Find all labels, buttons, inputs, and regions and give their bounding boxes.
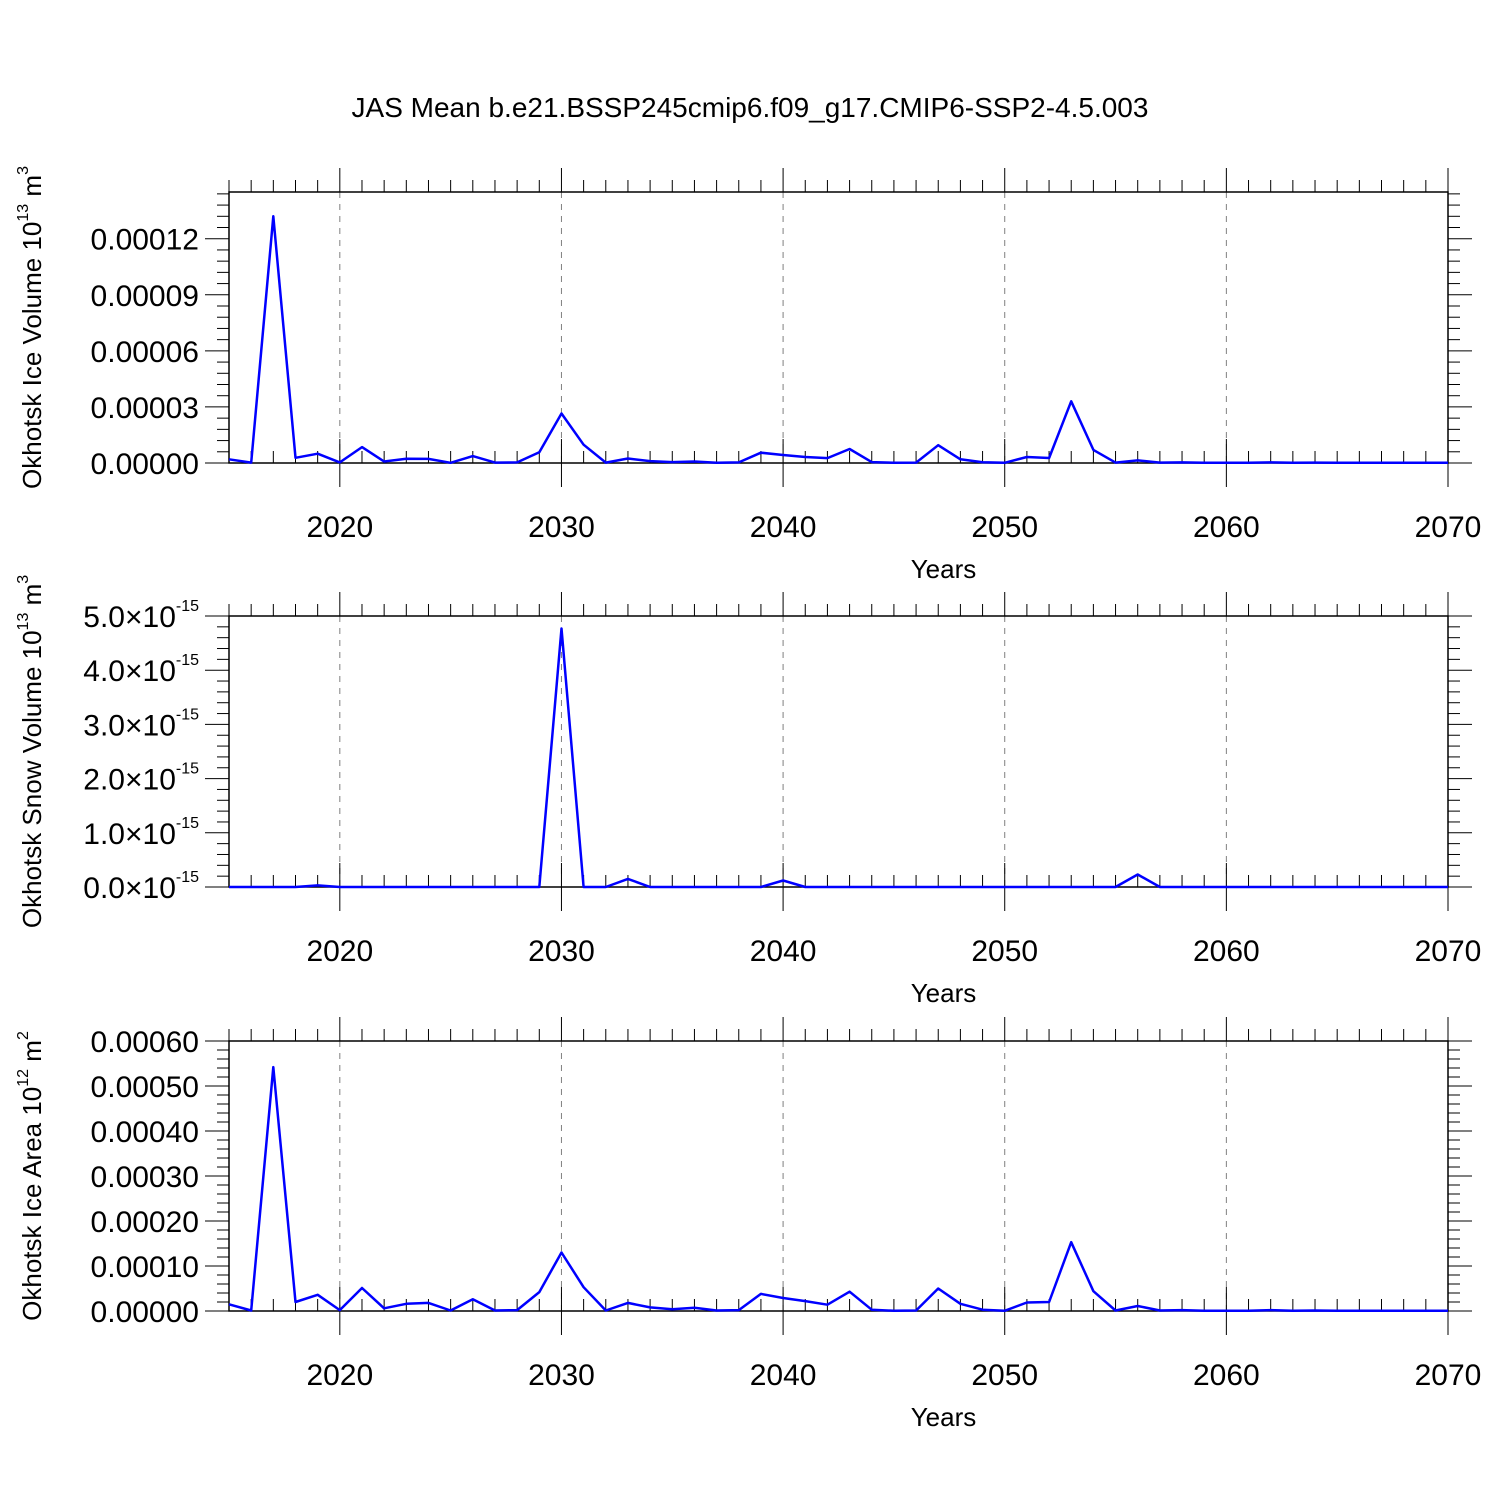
ice-area-ylabel: Okhotsk Ice Area 1012 m2 xyxy=(15,1031,47,1321)
snow-volume-xtick-label: 2020 xyxy=(306,935,373,968)
ice-volume-xtick-label: 2040 xyxy=(750,511,817,544)
snow-volume-ytick-label: 0.0×10-15 xyxy=(83,869,199,905)
snow-volume-xtick-label: 2050 xyxy=(971,935,1038,968)
ice-volume-series-line xyxy=(228,215,1448,465)
snow-volume-ytick-label: 3.0×10-15 xyxy=(83,706,199,742)
ice-area-ytick-label: 0.00060 xyxy=(91,1026,199,1059)
panel-snow-volume: 2020 2030 2040 2050 2060 2070 Years 0.0×10-15 1.… xyxy=(15,575,1481,1008)
snow-volume-ytick-label: 2.0×10-15 xyxy=(83,761,199,797)
ice-volume-xtick-label: 2070 xyxy=(1415,511,1482,544)
ice-volume-ytick-label: 0.00006 xyxy=(91,336,199,369)
ice-area-xtick-label: 2020 xyxy=(306,1359,373,1392)
ice-area-ytick-label: 0.00000 xyxy=(91,1296,199,1329)
ice-area-xtick-label: 2060 xyxy=(1193,1359,1260,1392)
panel-ice-area: 2020 2030 2040 2050 2060 2070 Years 0.00000 0.00… xyxy=(15,1017,1481,1432)
ice-area-xtick-label: 2070 xyxy=(1415,1359,1482,1392)
ice-area-series-line xyxy=(228,1065,1448,1313)
ice-volume-ytick-label: 0.00000 xyxy=(91,448,199,481)
snow-volume-ytick-label: 4.0×10-15 xyxy=(83,652,199,688)
ice-area-ytick-label: 0.00020 xyxy=(91,1206,199,1239)
snow-volume-xtick-label: 2070 xyxy=(1415,935,1482,968)
snow-volume-ytick-label: 1.0×10-15 xyxy=(83,815,199,851)
figure-title: JAS Mean b.e21.BSSP245cmip6.f09_g17.CMIP… xyxy=(352,92,1149,123)
ice-volume-ytick-label: 0.00009 xyxy=(91,280,199,313)
ice-area-ytick-label: 0.00040 xyxy=(91,1116,199,1149)
ice-volume-frame xyxy=(228,191,1449,464)
ice-area-xtick-label: 2040 xyxy=(750,1359,817,1392)
ice-area-ytick-label: 0.00050 xyxy=(91,1071,199,1104)
ice-volume-xtick-label: 2050 xyxy=(971,511,1038,544)
ice-volume-ytick-label: 0.00012 xyxy=(91,224,199,257)
snow-volume-frame xyxy=(228,615,1449,888)
snow-volume-xlabel: Years xyxy=(911,978,977,1008)
ice-volume-ylabel: Okhotsk Ice Volume 1013 m3 xyxy=(15,166,47,489)
snow-volume-xtick-label: 2060 xyxy=(1193,935,1260,968)
ice-area-ytick-label: 0.00030 xyxy=(91,1161,199,1194)
snow-volume-xtick-label: 2030 xyxy=(528,935,595,968)
ice-area-xtick-label: 2030 xyxy=(528,1359,595,1392)
snow-volume-series-line xyxy=(229,627,1448,889)
snow-volume-ylabel: Okhotsk Snow Volume 1013 m3 xyxy=(15,575,47,928)
ice-volume-xtick-label: 2060 xyxy=(1193,511,1260,544)
ice-area-xlabel: Years xyxy=(911,1402,977,1432)
snow-volume-ytick-label: 5.0×10-15 xyxy=(83,598,199,634)
ice-volume-xlabel: Years xyxy=(911,554,977,584)
panel-ice-volume: 2020 2030 2040 2050 2060 2070 Years 0.00000 0.00… xyxy=(15,166,1481,584)
ice-volume-xtick-label: 2030 xyxy=(528,511,595,544)
ice-area-ytick-label: 0.00010 xyxy=(91,1251,199,1284)
snow-volume-xtick-label: 2040 xyxy=(750,935,817,968)
ice-area-frame xyxy=(228,1040,1449,1312)
ice-volume-xtick-label: 2020 xyxy=(306,511,373,544)
ice-volume-ytick-label: 0.00003 xyxy=(91,392,199,425)
ice-area-xtick-label: 2050 xyxy=(971,1359,1038,1392)
